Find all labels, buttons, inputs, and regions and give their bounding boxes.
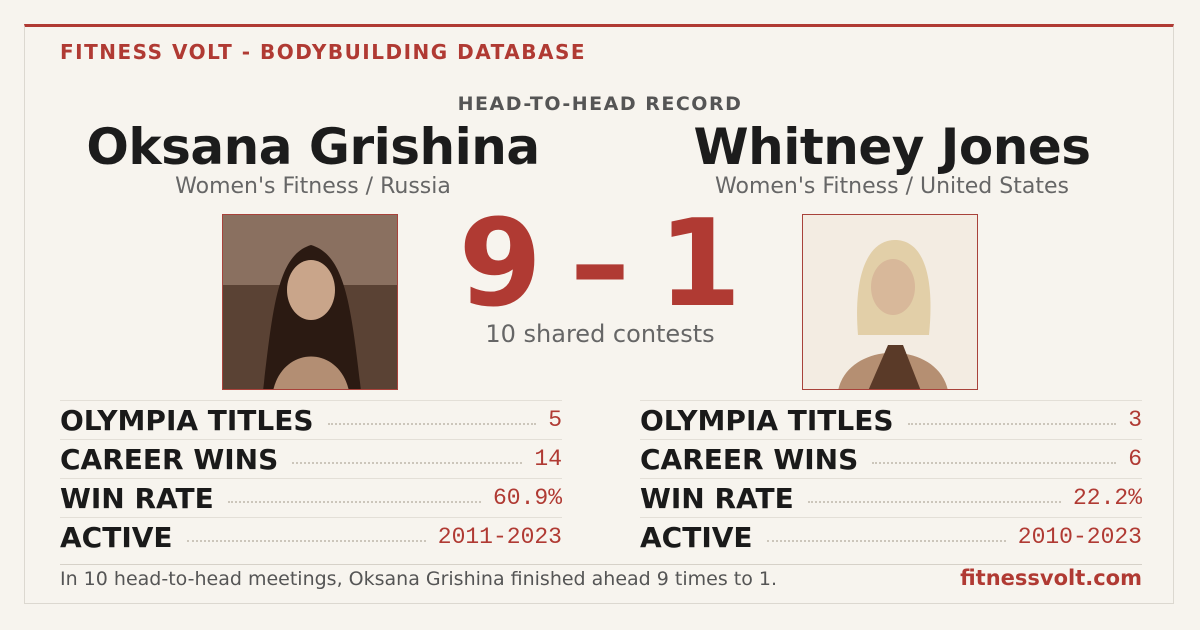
athlete-subtitle: Women's Fitness / Russia [175, 174, 451, 199]
score: 9–1 [300, 195, 900, 335]
dot-leader [292, 462, 523, 464]
score-caption: 10 shared contests [485, 320, 715, 348]
stat-label: CAREER WINS [60, 442, 279, 476]
stat-value: 60.9% [492, 485, 562, 511]
stat-label: WIN RATE [640, 481, 794, 515]
stat-value: 2011-2023 [437, 524, 562, 550]
athlete-photo [802, 214, 978, 390]
athlete-name: Whitney Jones [693, 118, 1091, 176]
athlete-photo [222, 214, 398, 390]
stat-value: 5 [548, 407, 562, 433]
stat-row: OLYMPIA TITLES 5 [60, 400, 562, 439]
stat-row: CAREER WINS 6 [640, 439, 1142, 478]
stat-label: WIN RATE [60, 481, 214, 515]
stat-label: ACTIVE [640, 520, 753, 554]
site-link[interactable]: fitnessvolt.com [960, 566, 1142, 590]
stat-label: ACTIVE [60, 520, 173, 554]
photo-placeholder [223, 215, 397, 389]
stat-value: 22.2% [1072, 485, 1142, 511]
brand: FITNESS VOLT - BODYBUILDING DATABASE [60, 40, 587, 64]
dot-leader [872, 462, 1117, 464]
stat-label: CAREER WINS [640, 442, 859, 476]
section-title: HEAD-TO-HEAD RECORD [457, 93, 743, 115]
stat-label: OLYMPIA TITLES [640, 403, 894, 437]
dot-leader [186, 540, 426, 542]
dot-leader [807, 501, 1061, 503]
stat-row: ACTIVE 2010-2023 [640, 517, 1142, 556]
footer-summary: In 10 head-to-head meetings, Oksana Gris… [60, 568, 777, 590]
stat-row: OLYMPIA TITLES 3 [640, 400, 1142, 439]
score-separator: – [570, 195, 630, 334]
stat-row: CAREER WINS 14 [60, 439, 562, 478]
stat-value: 6 [1128, 446, 1142, 472]
dot-leader [907, 423, 1117, 425]
score-left: 9 [458, 195, 543, 334]
stat-row: ACTIVE 2011-2023 [60, 517, 562, 556]
photo-placeholder [803, 215, 977, 389]
stat-value: 3 [1128, 407, 1142, 433]
stat-row: WIN RATE 22.2% [640, 478, 1142, 517]
stats-table: OLYMPIA TITLES 5 CAREER WINS 14 WIN RATE 60.9… [60, 400, 562, 556]
stats-table: OLYMPIA TITLES 3 CAREER WINS 6 WIN RATE 22.2%… [640, 400, 1142, 556]
athlete-subtitle: Women's Fitness / United States [715, 174, 1069, 199]
card-frame [24, 24, 1174, 604]
dot-leader [327, 423, 537, 425]
dot-leader [227, 501, 481, 503]
footer-rule [60, 564, 1142, 565]
athlete-name: Oksana Grishina [86, 118, 540, 176]
stat-label: OLYMPIA TITLES [60, 403, 314, 437]
stat-row: WIN RATE 60.9% [60, 478, 562, 517]
stat-value: 2010-2023 [1017, 524, 1142, 550]
dot-leader [766, 540, 1006, 542]
stat-value: 14 [534, 446, 562, 472]
score-right: 1 [658, 195, 742, 334]
